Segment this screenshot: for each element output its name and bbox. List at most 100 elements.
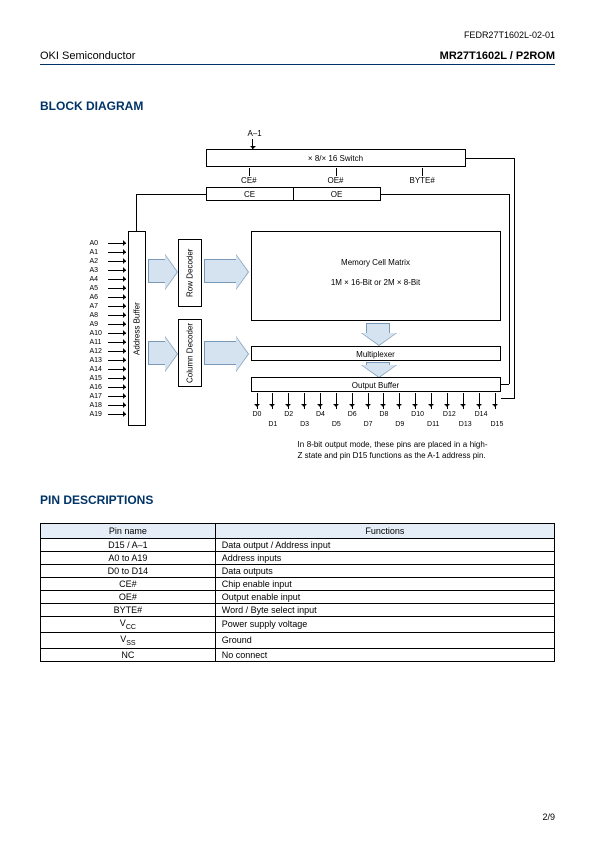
- data-label: D13: [459, 421, 472, 428]
- addr-label: A14: [88, 365, 102, 374]
- section-block-diagram: BLOCK DIAGRAM: [40, 99, 555, 113]
- data-label: D4: [316, 411, 325, 418]
- cell-function: Data outputs: [215, 565, 554, 578]
- multiplexer: Multiplexer: [251, 346, 501, 361]
- label-ce-hash: CE#: [206, 176, 293, 185]
- data-label: D1: [268, 421, 277, 428]
- arrow-row-to-matrix: [204, 259, 237, 283]
- th-pin-name: Pin name: [41, 524, 216, 539]
- addr-label: A18: [88, 401, 102, 410]
- data-arrow: [431, 393, 432, 409]
- addr-label: A6: [88, 293, 102, 302]
- arrow-oe: [336, 168, 337, 176]
- cell-function: Word / Byte select input: [215, 604, 554, 617]
- address-labels: A0A1A2A3A4A5A6A7A8A9A10A11A12A13A14A15A1…: [88, 239, 102, 419]
- data-label: D14: [475, 411, 488, 418]
- data-arrow: [479, 393, 480, 409]
- data-label: D8: [379, 411, 388, 418]
- ce-oe-box: CE OE: [206, 187, 381, 201]
- cell-pin-name: A0 to A19: [41, 552, 216, 565]
- ceoe-wire-left: [136, 194, 206, 195]
- data-arrow: [304, 393, 305, 409]
- d15-feedback-wire-top: [466, 158, 515, 159]
- memory-matrix: Memory Cell Matrix 1M × 16-Bit or 2M × 8…: [251, 231, 501, 321]
- cell-function: Address inputs: [215, 552, 554, 565]
- table-row: OE#Output enable input: [41, 591, 555, 604]
- cell-pin-name: BYTE#: [41, 604, 216, 617]
- data-arrow: [352, 393, 353, 409]
- cell-function: Data output / Address input: [215, 539, 554, 552]
- cell-pin-name: D0 to D14: [41, 565, 216, 578]
- cell-function: Power supply voltage: [215, 617, 554, 633]
- data-arrow: [463, 393, 464, 409]
- addr-label: A11: [88, 338, 102, 347]
- data-arrow: [336, 393, 337, 409]
- switch-box: × 8/× 16 Switch: [206, 149, 466, 167]
- data-label: D15: [491, 421, 504, 428]
- output-buffer: Output Buffer: [251, 377, 501, 392]
- addr-label: A4: [88, 275, 102, 284]
- section-pin-descriptions: PIN DESCRIPTIONS: [40, 493, 555, 507]
- addr-label: A13: [88, 356, 102, 365]
- ceoe-wire-right: [381, 194, 509, 195]
- label-oe-hash: OE#: [292, 176, 379, 185]
- arrow-to-col-decoder: [148, 341, 166, 365]
- data-label: D2: [284, 411, 293, 418]
- addr-label: A1: [88, 248, 102, 257]
- address-buffer: Address Buffer: [128, 231, 146, 426]
- arrow-byte: [422, 168, 423, 176]
- data-label: D6: [348, 411, 357, 418]
- output-note: In 8-bit output mode, these pins are pla…: [298, 439, 488, 461]
- cell-pin-name: D15 / A–1: [41, 539, 216, 552]
- data-arrow: [257, 393, 258, 409]
- matrix-title: Memory Cell Matrix: [252, 256, 500, 270]
- addr-label: A8: [88, 311, 102, 320]
- label-byte-hash: BYTE#: [379, 176, 466, 185]
- cell-pin-name: CE#: [41, 578, 216, 591]
- doc-number: FEDR27T1602L-02-01: [40, 30, 555, 40]
- cell-pin-name: OE#: [41, 591, 216, 604]
- data-label: D0: [253, 411, 262, 418]
- data-arrow: [272, 393, 273, 409]
- cell-function: No connect: [215, 648, 554, 661]
- table-row: VCCPower supply voltage: [41, 617, 555, 633]
- addr-label: A0: [88, 239, 102, 248]
- ceoe-wire-right-down: [509, 194, 510, 384]
- data-label: D12: [443, 411, 456, 418]
- header: OKI Semiconductor MR27T1602L / P2ROM: [40, 50, 555, 65]
- table-row: A0 to A19Address inputs: [41, 552, 555, 565]
- signal-labels-top: CE# OE# BYTE#: [206, 176, 466, 185]
- label-ce: CE: [207, 188, 294, 200]
- label-oe: OE: [294, 188, 380, 200]
- vendor-name: OKI Semiconductor: [40, 50, 135, 62]
- arrow-matrix-to-mux: [366, 323, 390, 334]
- data-arrow: [383, 393, 384, 409]
- data-arrow: [447, 393, 448, 409]
- table-row: CE#Chip enable input: [41, 578, 555, 591]
- arrow-col-to-mux: [204, 341, 237, 365]
- data-arrow: [415, 393, 416, 409]
- addr-label: A16: [88, 383, 102, 392]
- data-arrow: [495, 393, 496, 409]
- data-outputs: D0D2D4D6D8D10D12D14D1D3D5D7D9D11D13D15: [251, 393, 501, 433]
- pin-table: Pin name Functions D15 / A–1Data output …: [40, 523, 555, 662]
- arrow-mux-to-obuf: [366, 362, 390, 366]
- addr-label: A2: [88, 257, 102, 266]
- table-row: VSSGround: [41, 632, 555, 648]
- data-label: D11: [427, 421, 439, 428]
- column-decoder: Column Decoder: [178, 319, 202, 387]
- data-label: D9: [395, 421, 404, 428]
- block-diagram: A–1 × 8/× 16 Switch CE# OE# BYTE# CE OE …: [88, 129, 508, 479]
- part-number: MR27T1602L / P2ROM: [440, 50, 555, 62]
- cell-function: Output enable input: [215, 591, 554, 604]
- arrow-to-row-decoder: [148, 259, 166, 283]
- cell-function: Ground: [215, 632, 554, 648]
- data-label: D10: [411, 411, 424, 418]
- addr-label: A15: [88, 374, 102, 383]
- ceoe-wire-right-in: [501, 384, 509, 385]
- table-row: D0 to D14Data outputs: [41, 565, 555, 578]
- data-arrow: [368, 393, 369, 409]
- label-a1: A–1: [248, 129, 262, 138]
- data-label: D3: [300, 421, 309, 428]
- data-arrow: [320, 393, 321, 409]
